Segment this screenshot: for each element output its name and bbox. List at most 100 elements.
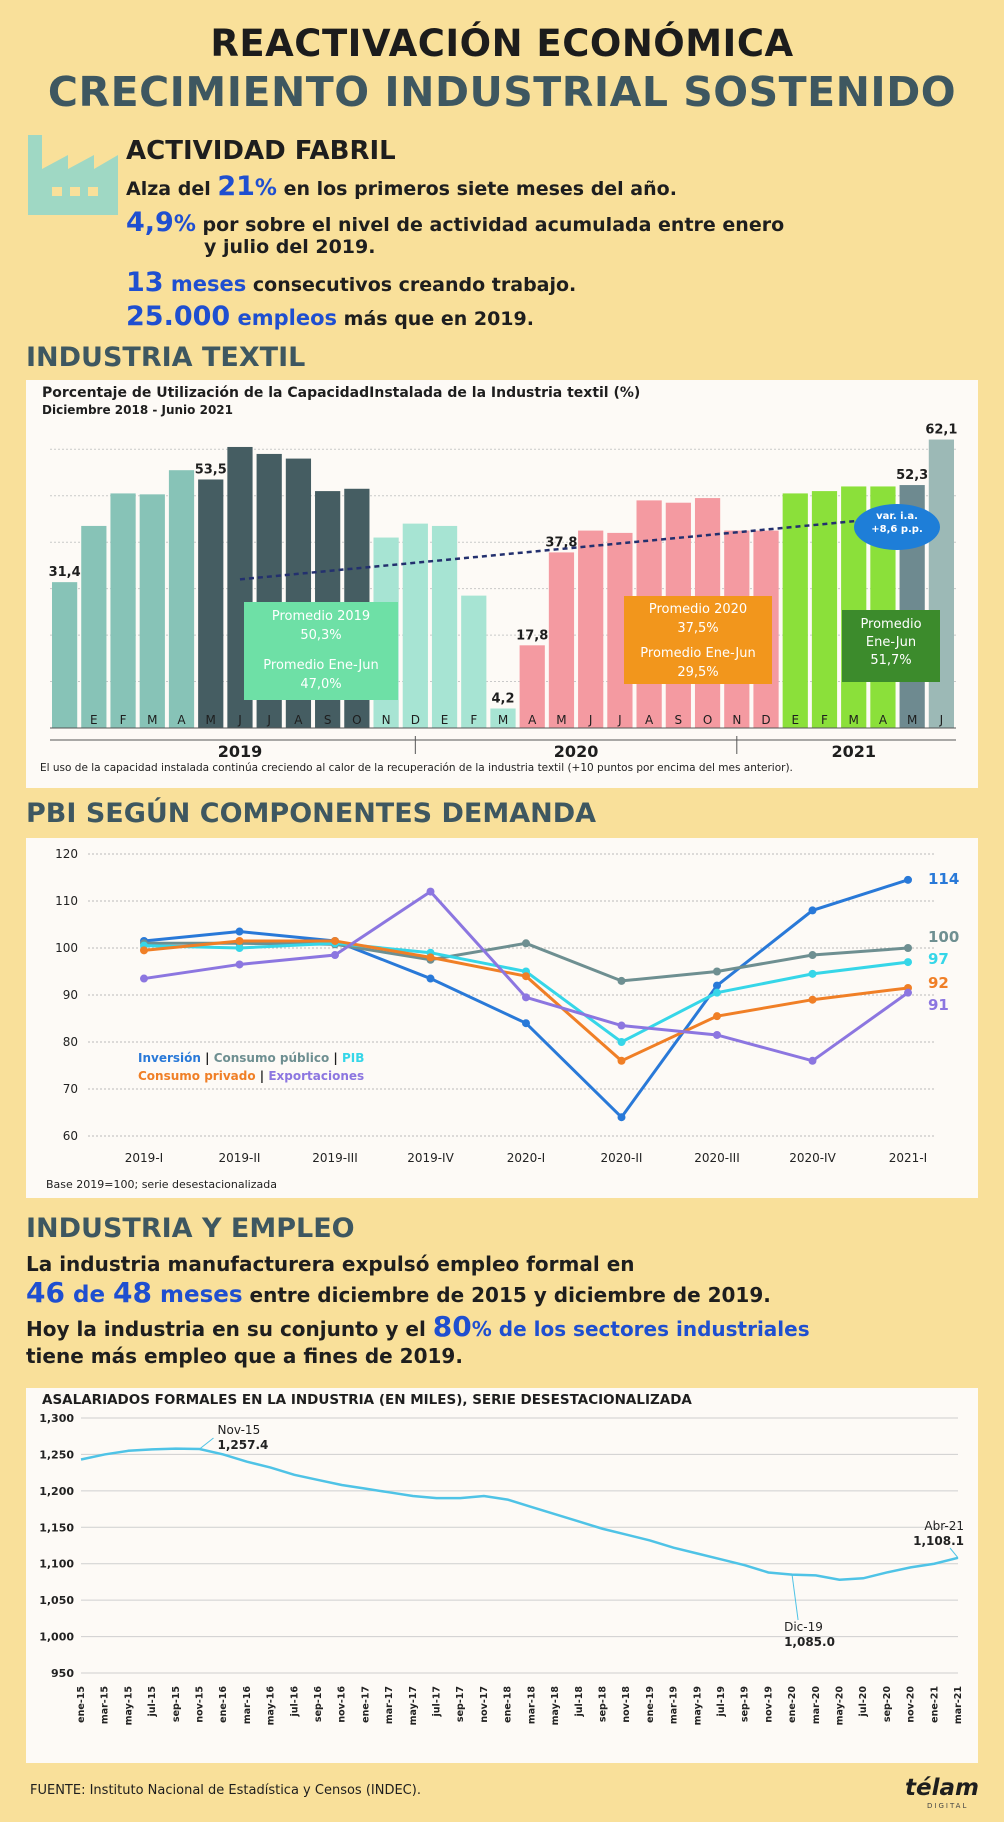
textil-month-label: E [90,713,98,727]
textil-bar [431,525,458,728]
textil-bar [578,530,604,728]
textil-chart-card: Porcentaje de Utilización de la Capacida… [26,380,978,788]
emp-x-tick: ene-21 [929,1686,940,1723]
textil-month-label: A [645,713,654,727]
textil-value-label: 62,1 [925,423,957,438]
pbi-series-point [904,988,912,997]
textil-month-label: E [791,713,799,727]
industria-textil-heading: INDUSTRIA TEXTIL [26,342,306,373]
pbi-series-point [426,887,435,896]
fabril-line-2b: y julio del 2019. [204,236,376,258]
pbi-y-tick: 90 [63,988,78,1002]
industria-empleo-heading: INDUSTRIA Y EMPLEO [26,1213,355,1244]
emp-annot-label: Nov-15 [218,1423,261,1437]
emp-x-tick: may-19 [692,1686,703,1725]
emp-x-tick: jul-15 [147,1686,158,1717]
textil-value-label: 31,4 [49,565,81,580]
emp-y-tick: 1,000 [39,1631,74,1644]
pbi-series-point [426,974,435,983]
emp-y-tick: 1,200 [39,1485,74,1498]
empleo-line-2: 46 de 48 meses entre diciembre de 2015 y… [26,1276,771,1309]
emp-x-tick: sep-16 [313,1686,324,1722]
pbi-end-label: 97 [928,950,949,968]
pbi-series-point [713,1012,721,1021]
pbi-series-point [808,951,817,960]
emp-x-tick: nov-17 [479,1686,490,1723]
pbi-series-point [808,995,817,1004]
pbi-series-point [904,875,912,884]
pbi-y-tick: 100 [55,941,78,955]
textil-value-label: 4,2 [491,691,514,706]
textil-value-label: 52,3 [896,468,928,483]
emp-y-tick: 1,250 [39,1448,74,1461]
empleo-line-1: La industria manufacturera expulsó emple… [26,1252,635,1276]
promedio-ene-jun-2021-box: Promedio Ene-Jun 51,7% [842,610,940,682]
fabril-line-3: 13 meses consecutivos creando trabajo. [126,267,577,298]
textil-bar [139,494,165,728]
pbi-series-point [140,946,148,955]
factory-icon [28,135,118,215]
pbi-y-tick: 110 [55,894,78,908]
textil-month-label: M [907,713,917,727]
textil-month-label: N [732,713,741,727]
emp-x-tick: ene-18 [503,1686,514,1723]
textil-bar [81,525,107,728]
textil-trend-line [239,513,927,581]
textil-bar-chart: 31,4 E F M A M 53,5 J J A S O N D E F M 4,2 A 17,8 M 37,8 J J A S… [49,423,958,761]
textil-bar [811,491,838,728]
textil-year-label: 2019 [218,742,263,761]
textil-chart-note: El uso de la capacidad instalada continú… [40,762,793,774]
textil-month-label: A [879,713,888,727]
emp-x-tick: may-16 [266,1686,277,1726]
emp-x-tick: nov-15 [195,1686,206,1723]
emp-annot-value: 1,257.4 [218,1438,269,1452]
title-crecimiento: CRECIMIENTO INDUSTRIAL SOSTENIDO [47,68,957,116]
pbi-y-tick: 70 [63,1082,78,1096]
emp-y-tick: 1,050 [39,1594,74,1607]
pbi-series-point [235,936,244,945]
asalariados-chart-card: ASALARIADOS FORMALES EN LA INDUSTRIA (EN… [26,1388,978,1763]
actividad-fabril-heading: ACTIVIDAD FABRIL [126,136,396,166]
textil-month-label: J [617,713,622,727]
pbi-x-tick: 2020-II [601,1151,643,1165]
emp-x-tick: sep-20 [882,1686,893,1722]
emp-x-tick: mar-16 [242,1686,253,1725]
textil-year-label: 2020 [554,742,599,761]
pbi-series-point [235,944,244,952]
textil-month-label: O [352,713,361,727]
textil-bar [928,439,954,728]
textil-month-label: M [498,713,508,727]
emp-y-tick: 1,300 [39,1412,74,1425]
fabril-line-4: 25.000 empleos más que en 2019. [126,301,534,332]
pbi-x-tick: 2019-III [312,1151,358,1165]
pbi-series-point [331,951,339,960]
pbi-series-point [808,906,817,915]
promedio-2020-box: Promedio 2020 37,5% [624,596,772,640]
pbi-end-label: 92 [928,974,949,992]
textil-month-label: J [939,713,944,727]
textil-value-label: 17,8 [516,628,548,643]
pbi-series-point [426,953,435,962]
emp-x-tick: nov-16 [337,1686,348,1723]
pbi-series-point [713,981,721,990]
emp-x-tick: nov-18 [621,1686,632,1723]
emp-x-tick: mar-18 [526,1686,537,1725]
pbi-series-point [235,927,244,936]
emp-y-tick: 1,150 [39,1521,74,1534]
emp-x-tick: ene-19 [645,1686,656,1723]
textil-month-label: M [147,713,157,727]
pbi-series-point [808,1056,817,1065]
pbi-series-point [140,974,148,983]
emp-annot-leader [949,1547,959,1559]
pbi-y-tick: 80 [63,1035,78,1049]
pbi-series-point [522,972,530,981]
textil-bar [490,708,516,728]
pbi-end-label: 91 [928,996,949,1014]
pbi-series-point [617,1113,626,1122]
pbi-series-point [808,969,817,978]
emp-x-tick: jul-20 [858,1686,869,1718]
pbi-x-tick: 2019-IV [407,1151,454,1165]
pbi-x-tick: 2020-I [507,1151,545,1165]
emp-x-tick: mar-19 [669,1686,680,1724]
textil-value-label: 37,8 [545,535,577,550]
